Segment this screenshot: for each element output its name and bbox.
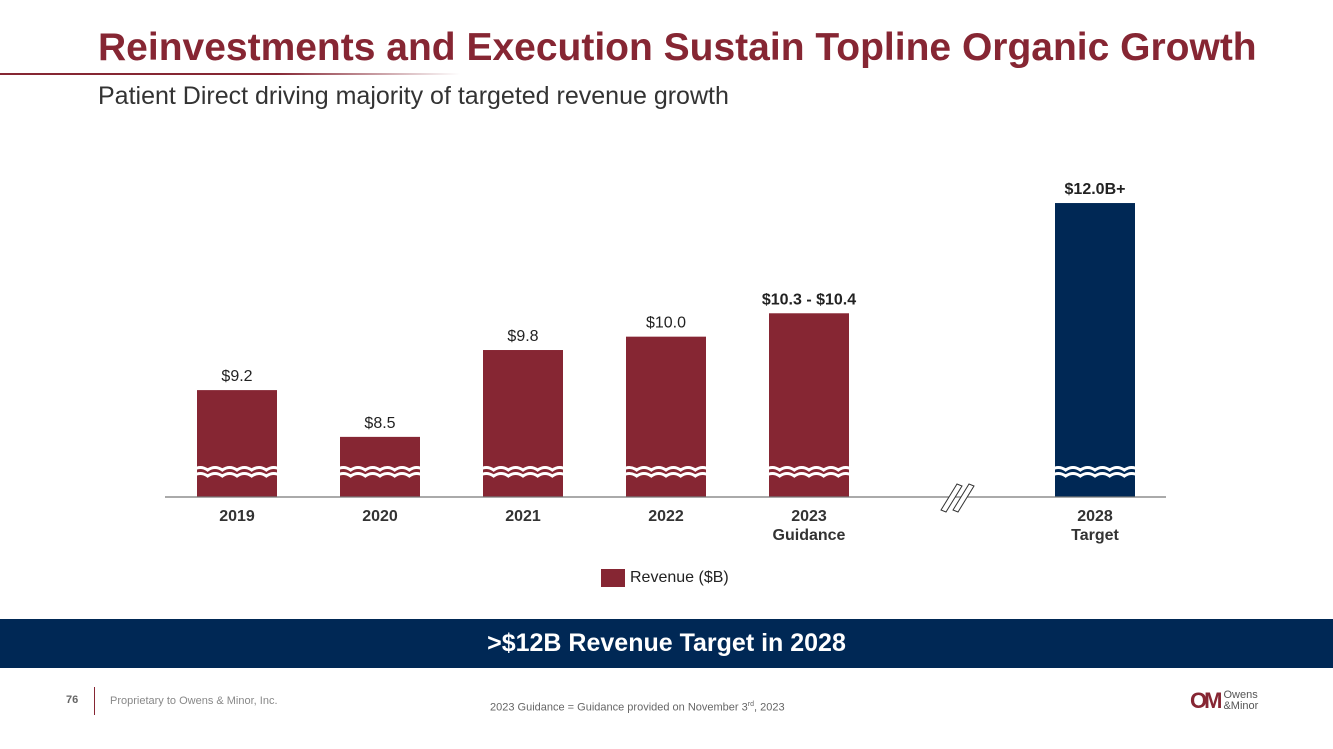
category-label: 2028 bbox=[1077, 508, 1113, 525]
proprietary-notice: Proprietary to Owens & Minor, Inc. bbox=[110, 695, 278, 707]
bar-1 bbox=[340, 436, 420, 497]
axis-break-wave bbox=[335, 472, 425, 478]
category-label: 2019 bbox=[219, 508, 255, 525]
data-label: $10.0 bbox=[646, 315, 686, 332]
category-label: 2020 bbox=[362, 508, 398, 525]
target-banner: >$12B Revenue Target in 2028 bbox=[0, 619, 1333, 668]
data-label: $8.5 bbox=[364, 415, 395, 432]
category-label: 2023 bbox=[791, 508, 827, 525]
axis-break-wave bbox=[764, 472, 854, 478]
bar-2 bbox=[483, 350, 563, 497]
owens-minor-logo: OM Owens &Minor bbox=[1190, 688, 1258, 714]
axis-break-wave bbox=[621, 472, 711, 478]
category-label: 2022 bbox=[648, 508, 684, 525]
axis-break-wave bbox=[478, 472, 568, 478]
data-label: $9.2 bbox=[221, 368, 252, 385]
axis-break-wave bbox=[764, 466, 854, 472]
logo-mark: OM bbox=[1190, 688, 1223, 713]
axis-break-wave bbox=[192, 466, 282, 472]
data-label: $12.0B+ bbox=[1065, 181, 1126, 198]
bar-5 bbox=[1055, 203, 1135, 498]
axis-break-wave bbox=[335, 466, 425, 472]
category-label: 2021 bbox=[505, 508, 541, 525]
page-number: 76 bbox=[66, 694, 79, 706]
revenue-bar-chart: $9.2 2019 $8.5 2020 $9.8 2021 $10.0 2022 $10.3 -… bbox=[165, 181, 1166, 544]
chart-legend: Revenue ($B) bbox=[601, 569, 729, 587]
axis-break-wave bbox=[192, 472, 282, 478]
title-rule bbox=[0, 73, 460, 75]
page-title: Reinvestments and Execution Sustain Topl… bbox=[98, 26, 1257, 69]
footer-divider bbox=[94, 687, 95, 715]
axis-break-wave bbox=[621, 466, 711, 472]
category-label: Guidance bbox=[773, 527, 846, 544]
logo-text: Owens &Minor bbox=[1223, 689, 1259, 712]
data-label: $9.8 bbox=[507, 328, 538, 345]
data-label: $10.3 - $10.4 bbox=[762, 291, 856, 308]
axis-break-wave bbox=[1050, 466, 1140, 472]
legend-label: Revenue ($B) bbox=[630, 569, 729, 586]
category-label: Target bbox=[1071, 527, 1119, 544]
bar-4 bbox=[769, 313, 849, 497]
bar-0 bbox=[197, 390, 277, 497]
bar-3 bbox=[626, 336, 706, 497]
guidance-footnote: 2023 Guidance = Guidance provided on Nov… bbox=[490, 701, 785, 714]
legend-swatch bbox=[601, 569, 625, 587]
axis-break-slash-icon bbox=[940, 483, 975, 513]
page-subtitle: Patient Direct driving majority of targe… bbox=[98, 82, 729, 110]
axis-break-wave bbox=[1050, 472, 1140, 478]
axis-break-wave bbox=[478, 466, 568, 472]
